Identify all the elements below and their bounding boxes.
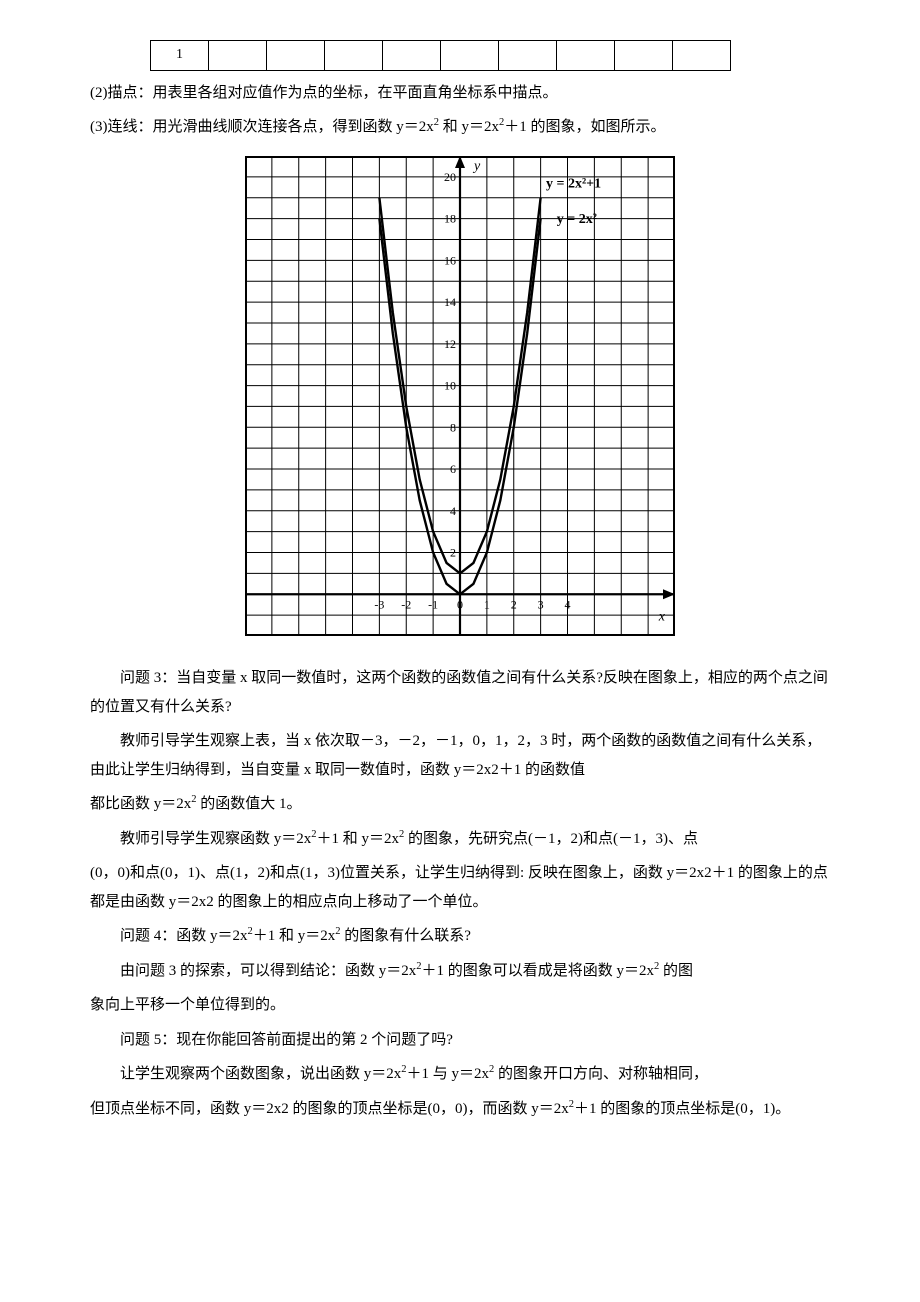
svg-text:1: 1 <box>484 597 490 611</box>
cell <box>267 41 325 71</box>
svg-text:-3: -3 <box>374 597 384 611</box>
table-row: 1 <box>151 41 731 71</box>
svg-text:y = 2x²+1: y = 2x²+1 <box>546 176 601 191</box>
step-2-text: 用表里各组对应值作为点的坐标，在平面直角坐标系中描点。 <box>153 85 558 101</box>
text: 的图象开口方向、对称轴相同， <box>494 1066 708 1082</box>
svg-text:x: x <box>658 609 666 624</box>
q3-explain-b: 都比函数 y＝2x2 的函数值大 1。 <box>90 790 830 819</box>
text: 都比函数 y＝2x <box>90 796 191 812</box>
svg-text:-1: -1 <box>428 597 438 611</box>
step-2-prefix: (2)描点： <box>90 85 153 101</box>
text: 由问题 3 的探索，可以得到结论：函数 y＝2x <box>120 963 416 979</box>
text: ＋1 和 y＝2x <box>317 831 400 847</box>
text: 的函数值大 1。 <box>197 796 302 812</box>
question-5: 问题 5：现在你能回答前面提出的第 2 个问题了吗? <box>90 1026 830 1055</box>
value-table: 1 <box>150 40 731 71</box>
text: (0，0)和点(0，1)、点(1，2)和点(1，3)位置关系，让学生归纳得到: … <box>90 865 828 910</box>
text: 但顶点坐标不同，函数 y＝2x2 的图象的顶点坐标是(0，0)，而函数 y＝2x <box>90 1101 569 1117</box>
svg-text:18: 18 <box>444 211 456 225</box>
step-3-a: 用光滑曲线顺次连接各点，得到函数 y＝2x <box>153 119 434 135</box>
svg-text:12: 12 <box>444 336 456 350</box>
q5-label: 问题 5： <box>120 1032 176 1048</box>
q3-label: 问题 3： <box>120 670 176 686</box>
text: 的图象有什么联系? <box>341 928 471 944</box>
svg-text:10: 10 <box>444 378 456 392</box>
chart-svg: -3-2-1012342468101214161820xyy = 2x²+1y … <box>245 156 675 636</box>
cell <box>441 41 499 71</box>
teacher-guide: 教师引导学生观察函数 y＝2x2＋1 和 y＝2x2 的图象，先研究点(－1，2… <box>90 825 830 854</box>
svg-text:y: y <box>472 159 481 174</box>
cell <box>557 41 615 71</box>
q4-answer: 由问题 3 的探索，可以得到结论：函数 y＝2x2＋1 的图象可以看成是将函数 … <box>90 957 830 986</box>
q3-explain-a: 教师引导学生观察上表，当 x 依次取－3，－2，－1，0，1，2，3 时，两个函… <box>90 727 830 784</box>
step-2: (2)描点：用表里各组对应值作为点的坐标，在平面直角坐标系中描点。 <box>90 79 830 108</box>
svg-text:8: 8 <box>450 420 456 434</box>
svg-text:-2: -2 <box>401 597 411 611</box>
svg-text:3: 3 <box>538 597 544 611</box>
svg-text:2: 2 <box>450 545 456 559</box>
q4-answer-b: 象向上平移一个单位得到的。 <box>90 991 830 1020</box>
cell <box>673 41 731 71</box>
text: 函数 y＝2x <box>176 928 247 944</box>
step-3-b: 和 y＝2x <box>439 119 499 135</box>
svg-text:0: 0 <box>457 597 463 611</box>
text: 教师引导学生观察上表，当 x 依次取－3，－2，－1，0，1，2，3 时，两个函… <box>90 733 821 778</box>
svg-text:16: 16 <box>444 253 456 267</box>
cell: 1 <box>151 41 209 71</box>
q3-text: 当自变量 x 取同一数值时，这两个函数的函数值之间有什么关系?反映在图象上，相应… <box>90 670 828 715</box>
text: ＋1 和 y＝2x <box>253 928 336 944</box>
text: ＋1 与 y＝2x <box>407 1066 490 1082</box>
svg-text:4: 4 <box>565 597 571 611</box>
text: ＋1 的图象的顶点坐标是(0，1)。 <box>574 1101 790 1117</box>
svg-text:4: 4 <box>450 503 456 517</box>
cell <box>325 41 383 71</box>
svg-text:6: 6 <box>450 462 456 476</box>
cell <box>209 41 267 71</box>
final-para-a: 让学生观察两个函数图象，说出函数 y＝2x2＋1 与 y＝2x2 的图象开口方向… <box>90 1060 830 1089</box>
cell <box>499 41 557 71</box>
svg-text:14: 14 <box>444 295 456 309</box>
text: 现在你能回答前面提出的第 2 个问题了吗? <box>176 1032 453 1048</box>
teacher-guide-b: (0，0)和点(0，1)、点(1，2)和点(1，3)位置关系，让学生归纳得到: … <box>90 859 830 916</box>
text: 象向上平移一个单位得到的。 <box>90 997 285 1013</box>
text: ＋1 的图象可以看成是将函数 y＝2x <box>422 963 655 979</box>
step-3-c: ＋1 的图象，如图所示。 <box>504 119 665 135</box>
text: 让学生观察两个函数图象，说出函数 y＝2x <box>120 1066 401 1082</box>
svg-text:2: 2 <box>511 597 517 611</box>
question-3: 问题 3：当自变量 x 取同一数值时，这两个函数的函数值之间有什么关系?反映在图… <box>90 664 830 721</box>
q4-label: 问题 4： <box>120 928 176 944</box>
cell <box>383 41 441 71</box>
question-4: 问题 4：函数 y＝2x2＋1 和 y＝2x2 的图象有什么联系? <box>90 922 830 951</box>
svg-text:20: 20 <box>444 169 456 183</box>
step-3: (3)连线：用光滑曲线顺次连接各点，得到函数 y＝2x2 和 y＝2x2＋1 的… <box>90 113 830 142</box>
step-3-prefix: (3)连线： <box>90 119 153 135</box>
cell <box>615 41 673 71</box>
parabola-chart: -3-2-1012342468101214161820xyy = 2x²+1y … <box>60 156 860 647</box>
text: 教师引导学生观察函数 y＝2x <box>120 831 311 847</box>
text: 的图 <box>659 963 693 979</box>
text: 的图象，先研究点(－1，2)和点(－1，3)、点 <box>404 831 698 847</box>
svg-text:y = 2x²: y = 2x² <box>557 211 597 226</box>
final-para-b: 但顶点坐标不同，函数 y＝2x2 的图象的顶点坐标是(0，0)，而函数 y＝2x… <box>90 1095 830 1124</box>
